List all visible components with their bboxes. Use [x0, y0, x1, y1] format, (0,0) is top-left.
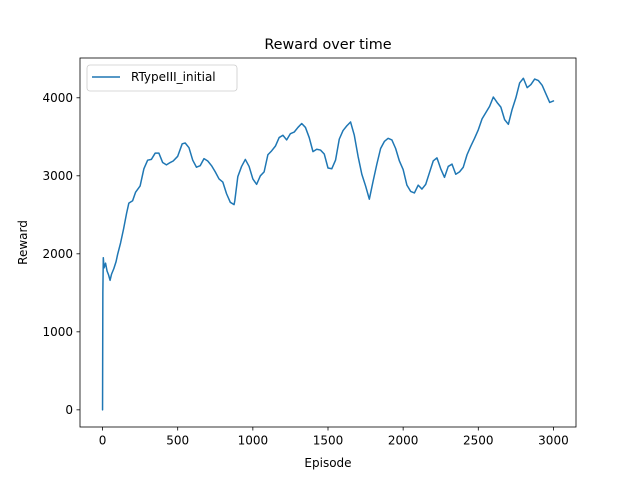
- plot-area: [101, 77, 555, 411]
- x-tick-label: 500: [166, 434, 189, 448]
- y-tick-label: 3000: [42, 169, 73, 183]
- x-tick-label: 2000: [388, 434, 419, 448]
- y-tick-label: 4000: [42, 91, 73, 105]
- y-tick-label: 2000: [42, 247, 73, 261]
- legend-box: [86, 64, 238, 92]
- y-tick-label: 0: [65, 403, 73, 417]
- legend: RTypeIII_initial: [86, 64, 238, 92]
- y-axis-title: Reward: [16, 220, 30, 265]
- x-tick-label: 2500: [463, 434, 494, 448]
- legend-label-rtypeiii-initial: RTypeIII_initial: [131, 70, 216, 84]
- x-tick-label: 1000: [238, 434, 269, 448]
- x-tick-label: 1500: [313, 434, 344, 448]
- x-tick-label: 0: [99, 434, 107, 448]
- y-tick-label: 1000: [42, 325, 73, 339]
- x-axis-title: Episode: [304, 456, 351, 470]
- x-tick-label: 3000: [538, 434, 569, 448]
- series-line-0: [101, 77, 555, 411]
- axis-ticks: 0 500 1000 1500 2000 2500 3000 0 1000 2000 3000 400…: [42, 91, 568, 447]
- chart-title: Reward over time: [264, 37, 391, 53]
